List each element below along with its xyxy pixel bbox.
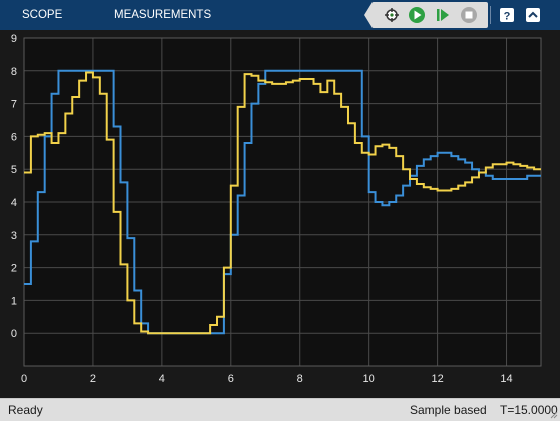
status-text: Ready <box>8 403 43 417</box>
x-tick-label: 4 <box>159 373 165 385</box>
y-tick-label: 7 <box>11 99 17 111</box>
sample-mode-label: Sample based <box>410 403 487 417</box>
signal-select-button[interactable] <box>381 4 403 26</box>
y-tick-label: 1 <box>11 295 17 307</box>
run-button[interactable] <box>406 4 428 26</box>
y-tick-label: 3 <box>11 230 17 242</box>
y-tick-label: 9 <box>11 33 17 45</box>
y-tick-label: 5 <box>11 164 17 176</box>
help-icon: ? <box>500 8 514 23</box>
series-line-yellow <box>24 71 541 335</box>
status-bar: Ready Sample based T=15.0000 <box>0 398 560 421</box>
collapse-icon <box>526 8 540 22</box>
stop-button[interactable] <box>458 4 480 26</box>
plot-frame <box>23 37 542 367</box>
y-tick-label: 6 <box>11 131 17 143</box>
series-line-blue <box>24 69 541 335</box>
help-button[interactable]: ? <box>496 4 518 26</box>
scope-toolbar: SCOPE MEASUREMENTS ? <box>0 0 560 30</box>
x-tick-label: 8 <box>297 373 303 385</box>
step-forward-icon <box>437 9 449 21</box>
x-tick-label: 10 <box>363 373 375 385</box>
x-tick-label: 0 <box>21 373 27 385</box>
sim-time-label: T=15.0000 <box>500 403 558 417</box>
collapse-button[interactable] <box>522 4 544 26</box>
y-tick-label: 0 <box>11 328 17 340</box>
resize-grip-icon[interactable] <box>548 409 558 419</box>
y-tick-label: 4 <box>11 197 17 209</box>
step-forward-button[interactable] <box>432 4 454 26</box>
x-tick-label: 14 <box>500 373 512 385</box>
y-tick-label: 2 <box>11 263 17 275</box>
svg-text:?: ? <box>504 11 511 23</box>
tab-scope[interactable]: SCOPE <box>22 9 63 21</box>
tab-measurements[interactable]: MEASUREMENTS <box>114 9 212 21</box>
signal-select-icon <box>385 8 399 22</box>
run-icon <box>409 7 425 23</box>
x-tick-label: 6 <box>228 373 234 385</box>
x-tick-label: 12 <box>431 373 443 385</box>
scope-plot[interactable]: 0 2 4 6 8 10 12 14 0 1 2 3 4 5 6 7 8 9 <box>0 30 560 398</box>
stop-icon <box>461 7 477 23</box>
x-tick-label: 2 <box>90 373 96 385</box>
y-tick-label: 8 <box>11 66 17 78</box>
toolbar-divider <box>490 6 491 24</box>
